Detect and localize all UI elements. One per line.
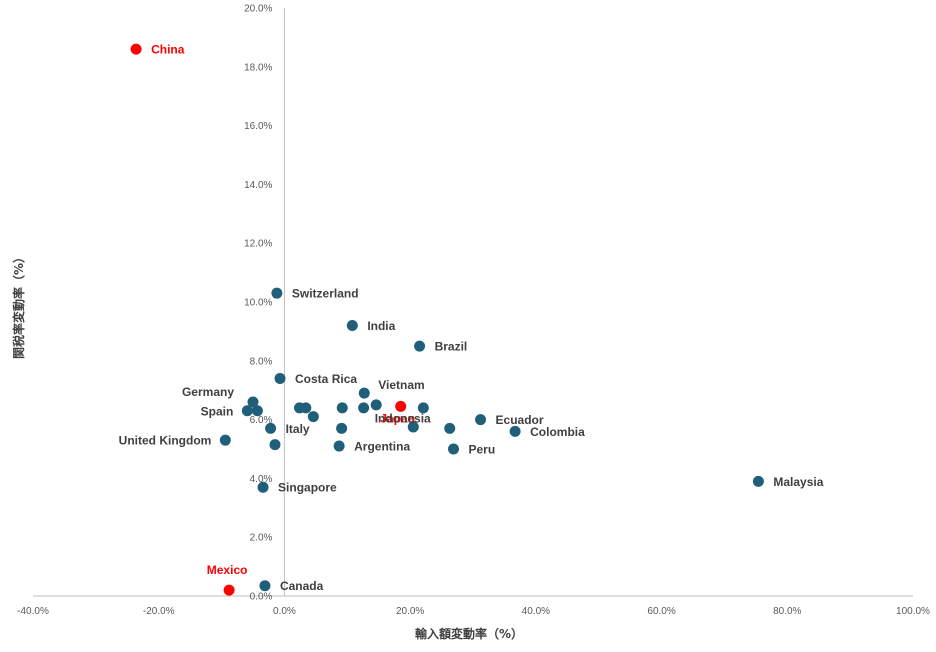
data-point <box>358 402 370 414</box>
y-tick-label: 16.0% <box>244 121 272 132</box>
y-tick-label: 4.0% <box>250 474 273 485</box>
point-label: Colombia <box>530 425 585 439</box>
point-label: Indonesia <box>375 411 431 425</box>
point-label: Ecuador <box>496 413 544 427</box>
point-label: China <box>151 43 185 57</box>
point-ecuador <box>475 414 487 426</box>
x-tick-label: -20.0% <box>143 606 175 617</box>
y-tick-label: 6.0% <box>250 415 273 426</box>
y-tick-label: 18.0% <box>244 62 272 73</box>
data-point <box>307 411 319 423</box>
y-tick-label: 20.0% <box>244 4 272 15</box>
x-tick-label: 100.0% <box>896 606 930 617</box>
point-label: Canada <box>280 579 324 593</box>
point-label: Mexico <box>207 563 248 577</box>
point-label: Peru <box>469 443 496 457</box>
point-costa-rica <box>274 372 286 384</box>
data-point <box>251 405 263 417</box>
point-label: Argentina <box>354 440 410 454</box>
y-tick-label: 8.0% <box>250 356 273 367</box>
y-tick-label: 2.0% <box>250 533 273 544</box>
data-point <box>407 421 419 433</box>
point-canada <box>259 580 271 592</box>
y-tick-label: 14.0% <box>244 180 272 191</box>
point-colombia <box>509 425 521 437</box>
point-label: Spain <box>201 404 234 418</box>
point-mexico <box>223 584 235 596</box>
data-point <box>269 439 281 451</box>
point-argentina <box>333 440 345 452</box>
point-label: United Kingdom <box>119 434 212 448</box>
point-indonesia <box>444 422 456 434</box>
point-labels: China Switzerland India Brazil Costa Rica Vie… <box>119 43 824 594</box>
data-point <box>370 399 382 411</box>
point-switzerland <box>271 287 283 299</box>
point-label: Malaysia <box>773 475 823 489</box>
point-label: Japan <box>380 411 415 425</box>
point-label: India <box>367 319 395 333</box>
x-tick-label: 20.0% <box>396 606 424 617</box>
point-japan <box>395 400 407 412</box>
point-label: Costa Rica <box>295 372 357 386</box>
data-point <box>300 402 312 414</box>
x-tick-label: 0.0% <box>273 606 296 617</box>
data-point <box>417 402 429 414</box>
point-china <box>130 43 142 55</box>
axes <box>33 8 913 597</box>
point-germany <box>247 396 259 408</box>
x-tick-labels: -40.0% -20.0% 0.0% 20.0% 40.0% 60.0% 80.0% 100.… <box>17 606 930 617</box>
y-tick-labels: 0.0% 2.0% 4.0% 6.0% 8.0% 10.0% 12.0% 14.0% 16.0%… <box>244 4 272 603</box>
data-point <box>336 402 348 414</box>
y-tick-label: 0.0% <box>250 592 273 603</box>
x-tick-label: -40.0% <box>17 606 49 617</box>
point-label: Italy <box>286 422 310 436</box>
data-point <box>336 422 348 434</box>
point-india <box>346 320 358 332</box>
point-brazil <box>414 340 426 352</box>
point-label: Germany <box>182 385 234 399</box>
data-points <box>130 43 764 596</box>
point-united-kingdom <box>219 434 231 446</box>
point-italy <box>265 422 277 434</box>
point-label: Brazil <box>435 340 468 354</box>
point-label: Singapore <box>278 481 337 495</box>
point-label: Vietnam <box>378 378 424 392</box>
point-peru <box>448 443 460 455</box>
y-tick-label: 12.0% <box>244 239 272 250</box>
x-tick-label: 80.0% <box>773 606 801 617</box>
x-tick-label: 40.0% <box>522 606 550 617</box>
point-vietnam <box>358 387 370 399</box>
y-axis-title: 関税率変動率（%） <box>11 251 26 359</box>
point-spain <box>241 405 253 417</box>
point-singapore <box>257 481 269 493</box>
point-label: Switzerland <box>292 287 359 301</box>
point-malaysia <box>752 475 764 487</box>
x-tick-label: 60.0% <box>647 606 675 617</box>
x-axis-title: 輸入額変動率（%） <box>415 626 523 641</box>
y-tick-label: 10.0% <box>244 298 272 309</box>
